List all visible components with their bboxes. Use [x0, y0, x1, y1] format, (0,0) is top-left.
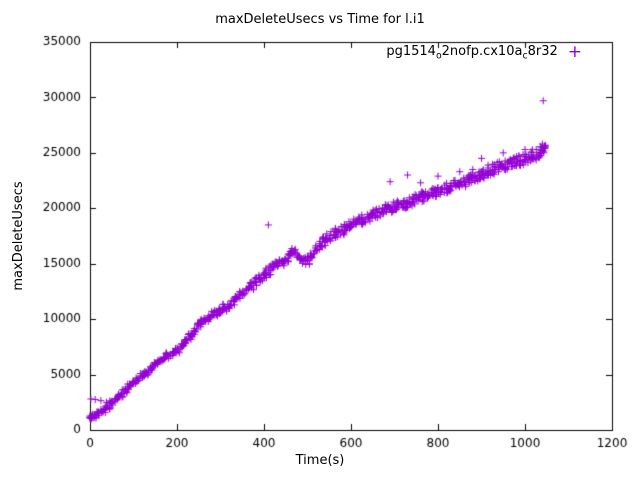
legend-label: pg1514o2nofp.cx10ac8r32	[386, 44, 558, 62]
x-axis-label: Time(s)	[295, 453, 345, 468]
legend: pg1514o2nofp.cx10ac8r32 +	[386, 44, 582, 62]
legend-plus-marker-icon: +	[567, 42, 582, 63]
